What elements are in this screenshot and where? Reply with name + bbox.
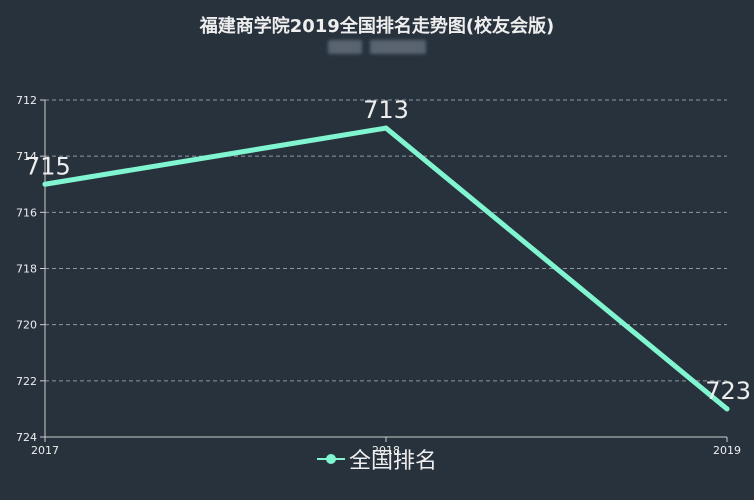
chart-subtitle-redacted [0,40,754,54]
data-point [42,181,48,187]
x-tick-label: 2019 [713,444,741,457]
chart-title: 福建商学院2019全国排名走势图(校友会版) [199,16,555,37]
y-tick-label: 720 [16,319,37,332]
y-tick-label: 718 [16,263,37,276]
axes [44,100,727,438]
series-line [42,125,730,412]
y-tick-label: 724 [16,431,37,444]
x-tick-label: 2018 [372,444,400,457]
data-point [724,406,730,412]
y-tick-label: 712 [16,94,37,107]
legend-line-icon [316,454,345,464]
data-label: 713 [363,96,409,124]
y-tick-label: 714 [16,150,37,163]
data-label: 723 [705,377,751,405]
legend-label: 全国排名 [348,449,437,474]
data-labels: 715 713 723 [25,96,751,405]
x-axis-ticks: 2017 2018 2019 [31,437,741,457]
series-layer [42,125,730,412]
data-point [383,125,389,131]
y-tick-label: 716 [16,206,37,219]
grid-lines [45,99,727,382]
legend[interactable]: 全国排名 [0,443,754,475]
data-label: 715 [25,152,71,180]
x-tick-label: 2017 [31,444,59,457]
y-axis-ticks: 712 714 716 718 720 722 724 [16,94,45,444]
y-tick-label: 722 [16,375,37,388]
